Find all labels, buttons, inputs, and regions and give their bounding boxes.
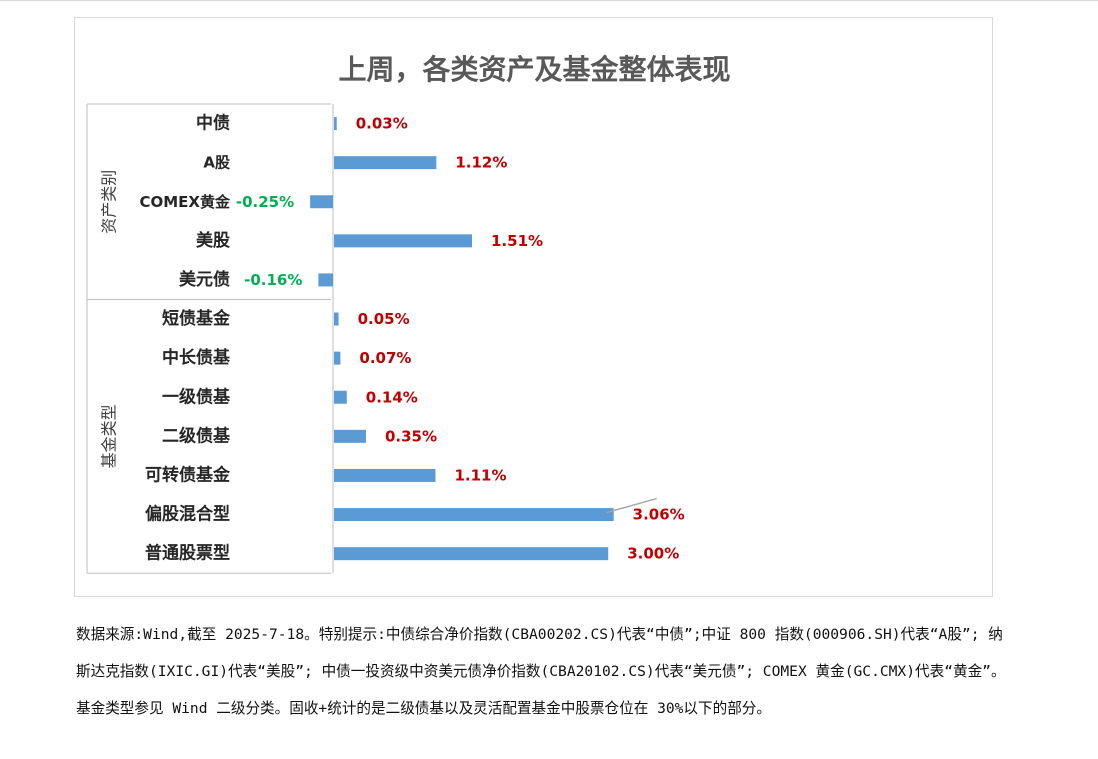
data-label-3: 1.51% (491, 232, 543, 250)
bar-7 (334, 390, 347, 404)
source-note: 数据来源:Wind,截至 2025-7-18。特别提示:中债综合净价指数(CBA… (76, 626, 1006, 717)
category-label-10: 偏股混合型 (145, 504, 230, 525)
bar-10 (334, 508, 614, 522)
chart-title: 上周，各类资产及基金整体表现 (338, 53, 731, 86)
category-label-11: 普通股票型 (145, 543, 230, 564)
bar-0 (334, 117, 337, 131)
bar-9 (334, 468, 436, 482)
chart-frame: 上周，各类资产及基金整体表现 资产类别基金类型 中债 0.03% A股 1.12% COM… (74, 17, 993, 597)
bar-11 (334, 547, 609, 561)
bar-8 (334, 429, 366, 443)
category-label-5: 短债基金 (162, 308, 231, 329)
category-label-8: 二级债基 (162, 425, 231, 446)
category-label-2: COMEX黄金 (140, 193, 231, 211)
data-label-1: 1.12% (455, 154, 507, 172)
data-label-6: 0.07% (359, 349, 411, 367)
category-label-0: 中债 (196, 113, 230, 134)
data-label-8: 0.35% (385, 427, 437, 445)
data-label-5: 0.05% (358, 310, 410, 328)
data-label-7: 0.14% (366, 388, 418, 406)
bar-2 (310, 195, 333, 209)
data-label-leader-line (606, 497, 657, 514)
category-label-6: 中长债基 (162, 347, 231, 368)
data-label-2: -0.25% (236, 193, 294, 211)
bar-3 (334, 234, 473, 248)
category-label-9: 可转债基金 (145, 464, 231, 485)
group-label-1: 基金类型 (100, 404, 119, 468)
bar-5 (334, 312, 339, 326)
page-top-rule (0, 0, 1098, 1)
data-label-11: 3.00% (627, 545, 679, 563)
category-label-4: 美元债 (179, 269, 230, 290)
data-label-0: 0.03% (356, 115, 408, 133)
data-label-9: 1.11% (454, 466, 506, 484)
data-label-4: -0.16% (244, 271, 302, 289)
bar-6 (334, 351, 341, 365)
category-label-7: 一级债基 (162, 386, 231, 407)
category-label-3: 美股 (196, 230, 230, 251)
bar-1 (334, 156, 437, 170)
bar-4 (318, 273, 333, 287)
group-label-0: 资产类别 (100, 170, 119, 234)
category-label-1: A股 (203, 154, 231, 172)
data-label-10: 3.06% (633, 506, 685, 524)
